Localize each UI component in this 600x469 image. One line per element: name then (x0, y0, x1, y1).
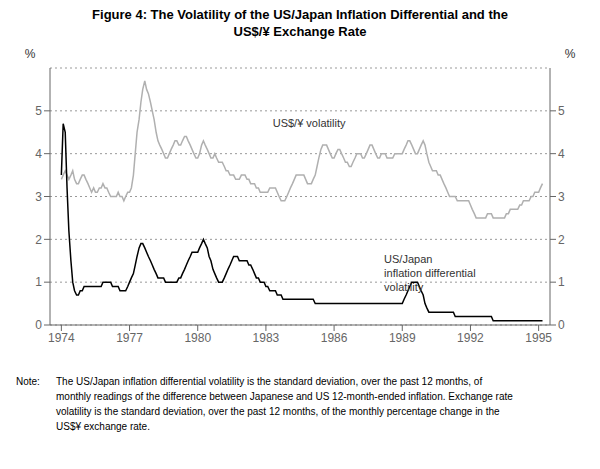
svg-text:1974: 1974 (48, 331, 75, 345)
svg-text:4: 4 (558, 147, 565, 161)
svg-text:1992: 1992 (457, 331, 484, 345)
svg-text:US$/¥ volatility: US$/¥ volatility (273, 117, 346, 129)
html-text:US$¥ exchange rate.: US$¥ exchange rate. (56, 421, 150, 432)
html-text:volatility is the standard dev: volatility is the standard deviation, ov… (56, 406, 500, 417)
html-text:US$/¥ Exchange Rate: US$/¥ Exchange Rate (233, 24, 367, 39)
svg-text:0: 0 (558, 318, 565, 332)
svg-text:US/Japaninflation differential: US/Japaninflation differentialvolatility (384, 253, 476, 293)
html-text:Figure 4: The Volatility of th: Figure 4: The Volatility of the US/Japan… (92, 7, 508, 22)
svg-text:5: 5 (35, 104, 42, 118)
svg-text:1983: 1983 (253, 331, 280, 345)
svg-text:3: 3 (35, 190, 42, 204)
svg-text:0: 0 (35, 318, 42, 332)
html-text:Note:: Note: (16, 376, 40, 387)
svg-text:1980: 1980 (184, 331, 211, 345)
html-text:monthly readings of the differ: monthly readings of the difference betwe… (56, 391, 513, 402)
svg-text:2: 2 (35, 233, 42, 247)
svg-text:5: 5 (558, 104, 565, 118)
html-text:The US/Japan inflation differe: The US/Japan inflation differential vola… (56, 376, 483, 387)
svg-text:1986: 1986 (321, 331, 348, 345)
svg-text:1989: 1989 (389, 331, 416, 345)
svg-text:%: % (25, 47, 36, 61)
svg-text:1977: 1977 (116, 331, 143, 345)
svg-text:1995: 1995 (525, 331, 552, 345)
svg-text:%: % (565, 47, 576, 61)
svg-text:1: 1 (558, 275, 565, 289)
svg-text:3: 3 (558, 190, 565, 204)
svg-text:4: 4 (35, 147, 42, 161)
svg-text:2: 2 (558, 233, 565, 247)
svg-text:1: 1 (35, 275, 42, 289)
